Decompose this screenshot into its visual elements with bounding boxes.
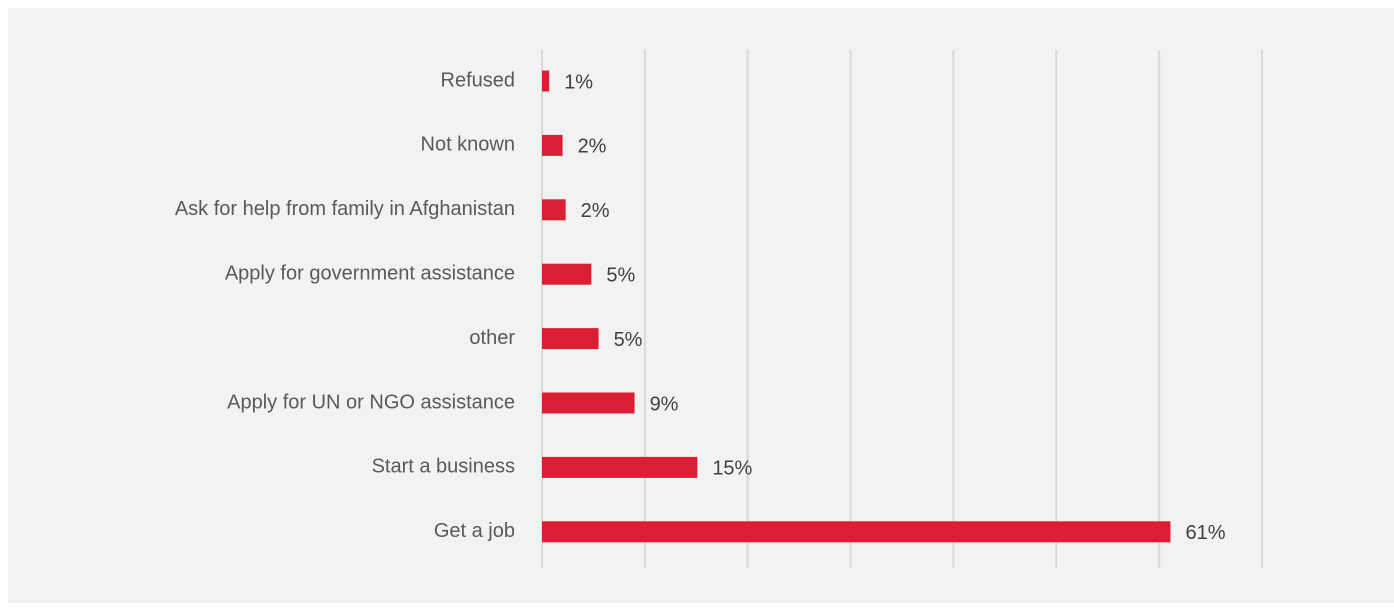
- category-label-0: Refused: [441, 69, 516, 91]
- value-label-1: 2%: [578, 136, 607, 158]
- bar-3: [542, 263, 592, 285]
- value-label-6: 15%: [712, 458, 752, 480]
- category-label-1: Not known: [421, 134, 516, 156]
- value-label-0: 1%: [564, 71, 593, 93]
- chart-background: [8, 8, 1394, 603]
- category-label-5: Apply for UN or NGO assistance: [227, 391, 515, 413]
- bar-5: [542, 392, 635, 414]
- bar-7: [542, 521, 1171, 543]
- value-labels: 1% 2% 2% 5% 5% 9% 15% 61%: [564, 71, 1226, 544]
- bar-1: [542, 134, 563, 156]
- category-label-6: Start a business: [372, 456, 515, 478]
- value-label-7: 61%: [1185, 522, 1225, 544]
- value-label-2: 2%: [581, 200, 610, 222]
- bar-0: [542, 70, 550, 92]
- category-labels: Refused Not known Ask for help from family…: [175, 69, 515, 542]
- category-label-2: Ask for help from family in Afghanistan: [175, 198, 515, 220]
- bar-4: [542, 328, 599, 350]
- category-label-4: other: [469, 327, 515, 349]
- category-label-3: Apply for government assistance: [225, 262, 515, 284]
- bar-2: [542, 199, 566, 221]
- value-label-5: 9%: [650, 393, 679, 415]
- bars: [542, 70, 1171, 543]
- gridlines: [541, 50, 1263, 568]
- category-label-7: Get a job: [434, 520, 515, 542]
- bar-6: [542, 456, 698, 478]
- value-label-4: 5%: [614, 329, 643, 351]
- value-label-3: 5%: [606, 264, 635, 286]
